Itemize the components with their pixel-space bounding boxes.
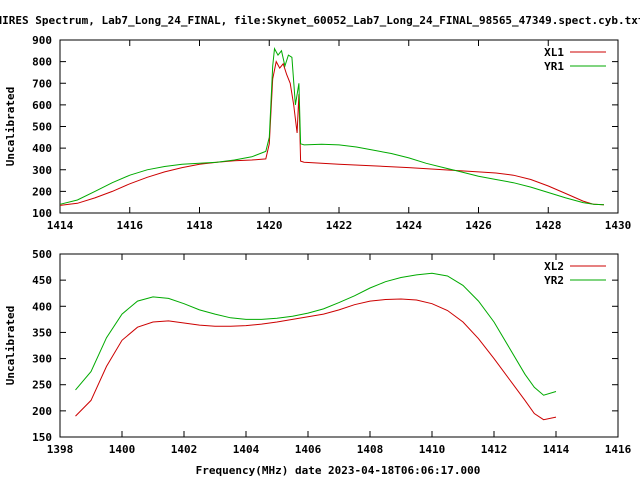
y-tick-label: 400 — [32, 142, 52, 155]
x-axis-label: Frequency(MHz) date 2023-04-18T06:06:17.… — [196, 464, 481, 477]
y-tick-label: 450 — [32, 274, 52, 287]
x-tick-label: 1414 — [543, 443, 570, 456]
x-tick-label: 1428 — [535, 219, 562, 232]
series-line-xl2 — [75, 298, 557, 421]
x-tick-label: 1422 — [326, 219, 353, 232]
y-tick-label: 200 — [32, 405, 52, 418]
x-tick-label: 1414 — [47, 219, 74, 232]
legend-label: YR2 — [544, 274, 564, 287]
legend-label: XL1 — [544, 46, 564, 59]
y-tick-label: 900 — [32, 34, 52, 47]
y-tick-label: 400 — [32, 300, 52, 313]
x-tick-label: 1420 — [256, 219, 283, 232]
x-tick-label: 1416 — [605, 443, 632, 456]
x-tick-label: 1426 — [465, 219, 492, 232]
chart-title: HIRES Spectrum, Lab7_Long_24_FINAL, file… — [0, 14, 640, 27]
top-spectrum-panel: 1414 1416 1418 1420 1422 1424 1426 1428 1430 100 2… — [4, 34, 631, 232]
y-tick-label: 500 — [32, 248, 52, 261]
x-tick-label: 1410 — [419, 443, 446, 456]
x-tick-label: 1398 — [47, 443, 74, 456]
y-tick-label: 700 — [32, 77, 52, 90]
y-axis-label: Uncalibrated — [4, 87, 17, 166]
y-tick-label: 100 — [32, 207, 52, 220]
plot-frame — [59, 253, 619, 438]
y-tick-label: 500 — [32, 121, 52, 134]
bottom-spectrum-panel: 1398 1400 1402 1404 1406 1408 1410 1412 1414 1416… — [4, 248, 632, 456]
series-line-yr1 — [59, 47, 605, 206]
y-tick-label: 600 — [32, 99, 52, 112]
series-line-yr2 — [75, 272, 557, 396]
x-tick-label: 1424 — [396, 219, 423, 232]
x-tick-label: 1416 — [117, 219, 144, 232]
y-tick-label: 150 — [32, 431, 52, 444]
y-tick-label: 200 — [32, 185, 52, 198]
x-tick-label: 1408 — [357, 443, 384, 456]
y-tick-label: 250 — [32, 379, 52, 392]
y-tick-label: 350 — [32, 326, 52, 339]
x-tick-label: 1404 — [233, 443, 260, 456]
x-tick-label: 1400 — [109, 443, 136, 456]
series-line-xl1 — [59, 60, 605, 206]
y-axis-label: Uncalibrated — [4, 306, 17, 385]
x-tick-label: 1418 — [186, 219, 213, 232]
y-tick-label: 800 — [32, 56, 52, 69]
legend-label: XL2 — [544, 260, 564, 273]
x-tick-label: 1430 — [605, 219, 632, 232]
y-tick-label: 300 — [32, 164, 52, 177]
legend-label: YR1 — [544, 60, 564, 73]
x-tick-label: 1402 — [171, 443, 198, 456]
y-tick-label: 300 — [32, 353, 52, 366]
x-tick-label: 1412 — [481, 443, 508, 456]
x-tick-label: 1406 — [295, 443, 322, 456]
